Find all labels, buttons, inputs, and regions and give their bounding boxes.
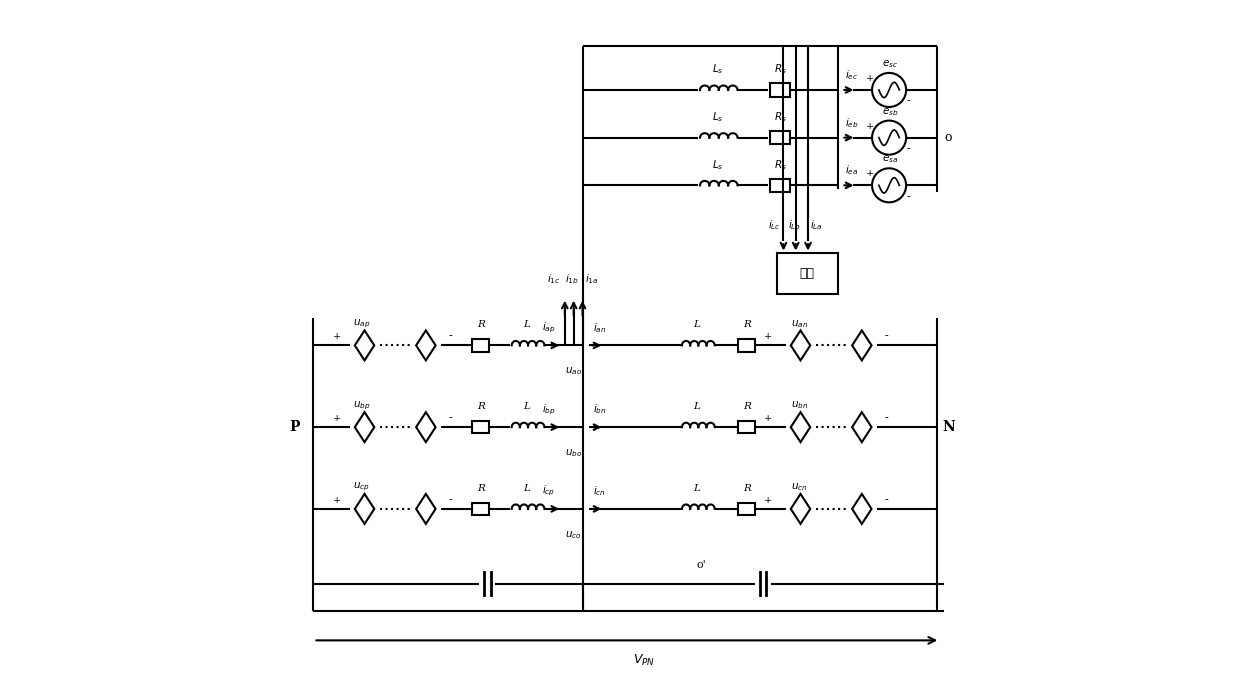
Text: +: + — [764, 414, 773, 423]
Text: +: + — [764, 495, 773, 505]
Text: L: L — [693, 402, 701, 411]
Text: R: R — [477, 484, 485, 493]
Text: $i_{bp}$: $i_{bp}$ — [542, 402, 556, 417]
Text: $i_{eb}$: $i_{eb}$ — [844, 116, 858, 129]
Text: L: L — [523, 402, 531, 411]
Text: $i_{cn}$: $i_{cn}$ — [593, 484, 606, 498]
Text: +: + — [866, 122, 874, 131]
Text: $i_{bn}$: $i_{bn}$ — [593, 403, 606, 417]
Text: $u_{ap}$: $u_{ap}$ — [353, 317, 371, 330]
Text: o': o' — [697, 560, 707, 570]
Bar — [770, 179, 790, 192]
Text: $L_s$: $L_s$ — [712, 158, 723, 172]
Text: $R_s$: $R_s$ — [774, 110, 787, 124]
Text: L: L — [523, 321, 531, 330]
Text: +: + — [764, 332, 773, 341]
Text: -: - — [884, 495, 888, 505]
Text: L: L — [523, 484, 531, 493]
Text: R: R — [477, 321, 485, 330]
Text: -: - — [906, 144, 910, 154]
Text: +: + — [334, 332, 341, 341]
Text: -: - — [906, 96, 910, 107]
Text: $e_{sb}$: $e_{sb}$ — [882, 106, 899, 118]
Bar — [776, 254, 838, 294]
Text: +: + — [334, 414, 341, 423]
Text: N: N — [942, 420, 955, 434]
Text: $e_{sc}$: $e_{sc}$ — [883, 58, 899, 70]
Text: $i_{ec}$: $i_{ec}$ — [844, 68, 858, 82]
Text: $i_{Lc}$: $i_{Lc}$ — [769, 218, 781, 232]
Bar — [738, 339, 755, 352]
Text: $i_{1c}$: $i_{1c}$ — [547, 272, 560, 285]
Text: $u_{co}$: $u_{co}$ — [565, 529, 582, 540]
Text: $i_{1a}$: $i_{1a}$ — [584, 272, 598, 285]
Text: $L_s$: $L_s$ — [712, 110, 723, 124]
Text: R: R — [477, 402, 485, 411]
Text: $L_s$: $L_s$ — [712, 63, 723, 77]
Text: +: + — [866, 169, 874, 179]
Text: 负载: 负载 — [800, 267, 815, 280]
Text: $R_s$: $R_s$ — [774, 158, 787, 172]
Text: R: R — [743, 321, 750, 330]
Text: o: o — [944, 131, 951, 144]
Text: $i_{1b}$: $i_{1b}$ — [565, 272, 579, 285]
Text: -: - — [449, 495, 453, 505]
Text: $i_{ap}$: $i_{ap}$ — [542, 321, 556, 335]
Text: $i_{La}$: $i_{La}$ — [810, 218, 822, 232]
Bar — [472, 421, 489, 433]
Text: $V_{PN}$: $V_{PN}$ — [632, 653, 655, 668]
Text: P: P — [289, 420, 300, 434]
Text: $i_{cp}$: $i_{cp}$ — [542, 484, 556, 499]
Text: L: L — [693, 321, 701, 330]
Text: -: - — [884, 413, 888, 423]
Text: $R_s$: $R_s$ — [774, 63, 787, 77]
Bar — [738, 421, 755, 433]
Text: -: - — [449, 413, 453, 423]
Text: $u_{bo}$: $u_{bo}$ — [565, 447, 583, 459]
Text: -: - — [906, 192, 910, 202]
Text: $u_{bp}$: $u_{bp}$ — [353, 399, 371, 412]
Text: $e_{sa}$: $e_{sa}$ — [883, 153, 899, 166]
Text: R: R — [743, 402, 750, 411]
Text: $i_{ea}$: $i_{ea}$ — [844, 163, 858, 177]
Bar — [738, 503, 755, 515]
Bar — [770, 131, 790, 144]
Text: $u_{ao}$: $u_{ao}$ — [565, 365, 583, 377]
Bar — [472, 503, 489, 515]
Text: $u_{cp}$: $u_{cp}$ — [353, 481, 371, 493]
Text: L: L — [693, 484, 701, 493]
Text: +: + — [866, 74, 874, 83]
Text: +: + — [334, 495, 341, 505]
Text: $u_{bn}$: $u_{bn}$ — [791, 399, 807, 411]
Text: $i_{Lb}$: $i_{Lb}$ — [789, 218, 802, 232]
Text: -: - — [884, 332, 888, 341]
Bar — [770, 83, 790, 96]
Text: $u_{an}$: $u_{an}$ — [791, 317, 807, 330]
Text: $i_{an}$: $i_{an}$ — [593, 321, 606, 334]
Bar — [472, 339, 489, 352]
Text: -: - — [449, 332, 453, 341]
Text: R: R — [743, 484, 750, 493]
Text: $u_{cn}$: $u_{cn}$ — [791, 482, 807, 493]
